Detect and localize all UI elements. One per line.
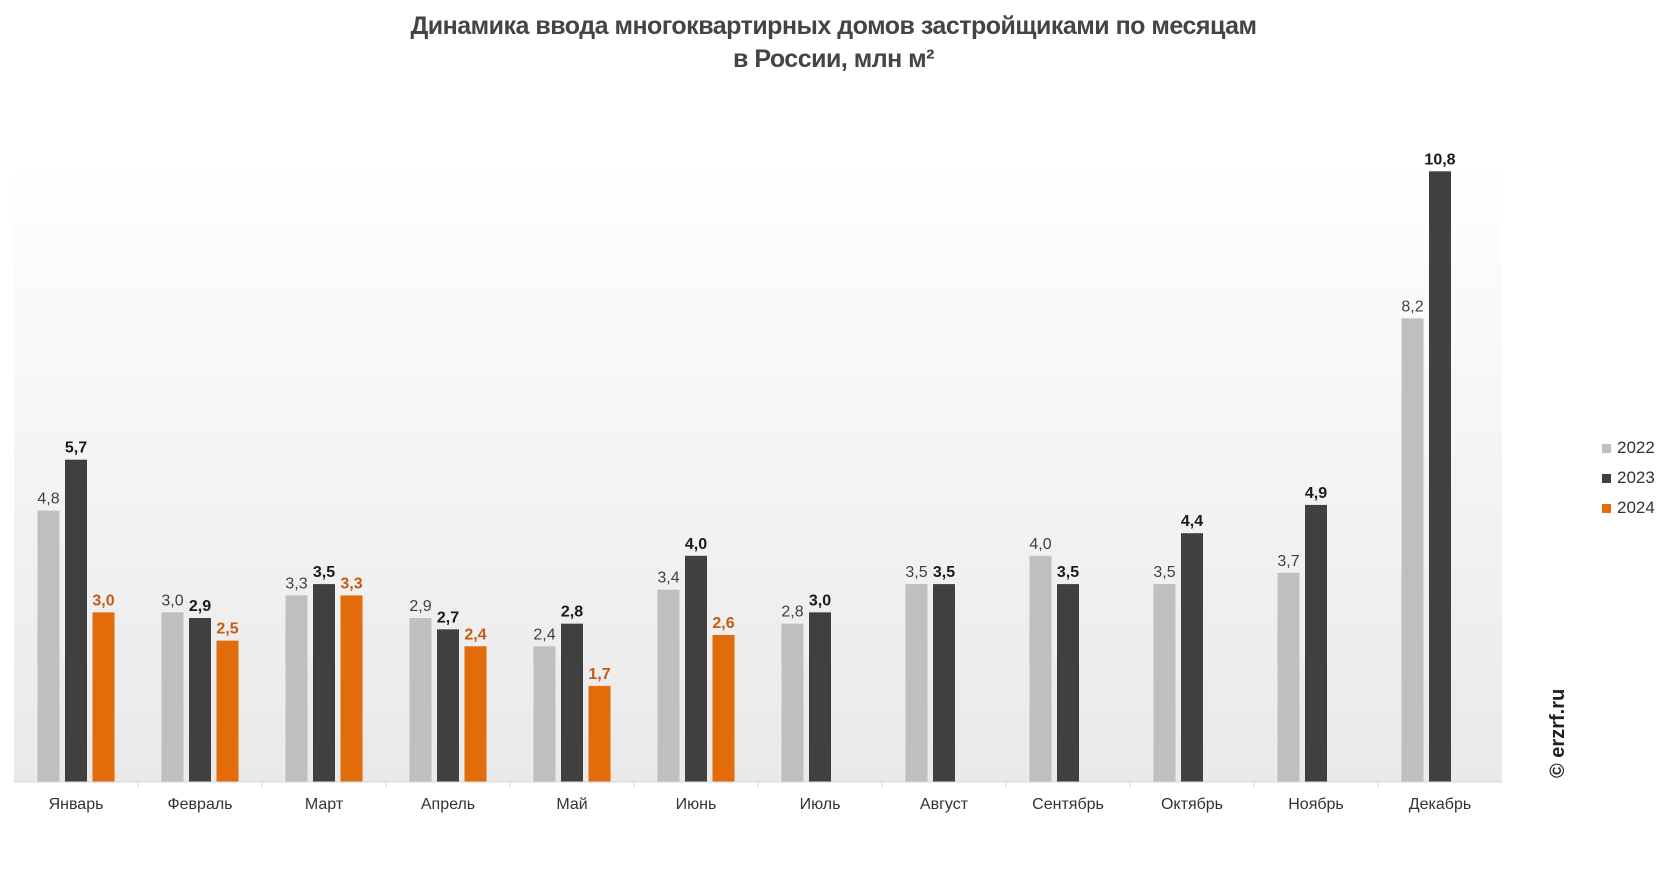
bar-2022-2 bbox=[161, 612, 184, 782]
bar-2023-8 bbox=[933, 584, 955, 782]
data-label-2022-8: 3,5 bbox=[905, 564, 927, 581]
x-tick-label-9: Сентябрь bbox=[1032, 796, 1104, 813]
data-label-2024-4: 2,4 bbox=[464, 626, 486, 643]
legend: 2022 2023 2024 bbox=[1602, 433, 1655, 523]
data-label-2023-3: 3,5 bbox=[313, 564, 335, 581]
bar-2023-2 bbox=[189, 618, 211, 782]
bar-2022-5 bbox=[533, 646, 556, 782]
bar-2023-6 bbox=[685, 555, 707, 782]
data-label-2023-12: 10,8 bbox=[1424, 151, 1455, 168]
data-label-2022-1: 4,8 bbox=[37, 491, 59, 508]
bar-2022-3 bbox=[285, 595, 308, 782]
plot-area bbox=[14, 160, 1502, 782]
data-label-2023-5: 2,8 bbox=[561, 604, 583, 621]
data-label-2022-7: 2,8 bbox=[781, 604, 803, 621]
x-tick-label-2: Февраль bbox=[167, 796, 232, 813]
legend-label-2023: 2023 bbox=[1617, 468, 1655, 487]
legend-swatch-2024 bbox=[1602, 503, 1611, 513]
data-label-2022-11: 3,7 bbox=[1277, 553, 1299, 570]
bar-2023-5 bbox=[561, 623, 583, 782]
legend-item-2024: 2024 bbox=[1602, 493, 1655, 523]
data-label-2022-6: 3,4 bbox=[657, 570, 679, 587]
bar-2022-10 bbox=[1153, 584, 1176, 782]
bar-2023-7 bbox=[809, 612, 831, 782]
data-label-2022-10: 3,5 bbox=[1153, 564, 1175, 581]
bar-2023-4 bbox=[437, 629, 459, 782]
watermark: © erzrf.ru bbox=[1547, 688, 1569, 778]
data-label-2024-6: 2,6 bbox=[712, 615, 734, 632]
legend-item-2022: 2022 bbox=[1602, 433, 1655, 463]
data-label-2024-3: 3,3 bbox=[340, 575, 362, 592]
bars-group bbox=[37, 171, 1451, 783]
bar-2024-4 bbox=[464, 646, 487, 782]
bar-2022-4 bbox=[409, 618, 432, 782]
data-label-2023-6: 4,0 bbox=[685, 536, 707, 553]
data-label-2023-4: 2,7 bbox=[437, 609, 459, 626]
x-tick-label-8: Август bbox=[920, 796, 969, 813]
data-label-2024-5: 1,7 bbox=[588, 666, 610, 683]
data-label-2022-4: 2,9 bbox=[409, 598, 431, 615]
x-ticks-group bbox=[137, 782, 1379, 788]
bar-2024-2 bbox=[216, 640, 239, 782]
bar-labels-group: 4,8 5,7 3,0 3,0 2,9 2,5 3,3 3,5 3,3 2,9 2,7 2,4 2,4 2… bbox=[37, 151, 1455, 683]
bar-2022-11 bbox=[1277, 572, 1300, 782]
x-tick-label-6: Июнь bbox=[676, 796, 717, 813]
x-tick-label-5: Май bbox=[556, 796, 587, 813]
data-label-2023-2: 2,9 bbox=[189, 598, 211, 615]
bar-2022-1 bbox=[37, 510, 60, 782]
bar-2023-10 bbox=[1181, 533, 1203, 782]
x-tick-label-1: Январь bbox=[49, 796, 104, 813]
bar-2022-7 bbox=[781, 623, 804, 782]
bar-2022-12 bbox=[1401, 318, 1424, 782]
x-tick-label-10: Октябрь bbox=[1161, 796, 1223, 813]
bar-2022-8 bbox=[905, 584, 928, 782]
bar-2022-9 bbox=[1029, 555, 1052, 782]
bar-2024-5 bbox=[588, 685, 611, 782]
bar-2022-6 bbox=[657, 589, 680, 782]
x-tick-label-4: Апрель bbox=[421, 796, 475, 813]
data-label-2022-3: 3,3 bbox=[285, 575, 307, 592]
data-label-2023-1: 5,7 bbox=[65, 440, 87, 457]
x-tick-label-12: Декабрь bbox=[1409, 796, 1471, 813]
data-label-2023-10: 4,4 bbox=[1181, 513, 1203, 530]
chart-title-line-1: Динамика ввода многоквартирных домов зас… bbox=[410, 12, 1257, 40]
data-label-2023-11: 4,9 bbox=[1305, 485, 1327, 502]
data-label-2024-2: 2,5 bbox=[216, 621, 238, 638]
data-label-2022-2: 3,0 bbox=[161, 592, 183, 609]
data-label-2022-9: 4,0 bbox=[1029, 536, 1051, 553]
data-label-2022-5: 2,4 bbox=[533, 626, 555, 643]
data-label-2023-9: 3,5 bbox=[1057, 564, 1079, 581]
legend-label-2022: 2022 bbox=[1617, 438, 1655, 457]
legend-swatch-2022 bbox=[1602, 443, 1611, 453]
data-label-2022-12: 8,2 bbox=[1401, 298, 1423, 315]
x-tick-label-7: Июль bbox=[800, 796, 841, 813]
chart-title: Динамика ввода многоквартирных домов зас… bbox=[0, 10, 1667, 76]
legend-item-2023: 2023 bbox=[1602, 463, 1655, 493]
bar-2024-3 bbox=[340, 595, 363, 782]
x-tick-label-3: Март bbox=[305, 796, 344, 813]
legend-swatch-2023 bbox=[1602, 473, 1611, 483]
data-label-2024-1: 3,0 bbox=[92, 592, 114, 609]
x-labels-group: Январь Февраль Март Апрель Май Июнь Июль Август… bbox=[49, 796, 1472, 813]
bar-2023-3 bbox=[313, 584, 335, 782]
bar-2024-6 bbox=[712, 634, 735, 782]
bar-2023-11 bbox=[1305, 504, 1327, 782]
data-label-2023-7: 3,0 bbox=[809, 592, 831, 609]
chart-title-line-2: в России, млн м² bbox=[733, 45, 934, 73]
bar-2023-1 bbox=[65, 459, 87, 782]
legend-label-2024: 2024 bbox=[1617, 498, 1655, 517]
bar-2023-12 bbox=[1429, 171, 1451, 783]
bar-2023-9 bbox=[1057, 584, 1079, 782]
data-label-2023-8: 3,5 bbox=[933, 564, 955, 581]
bar-2024-1 bbox=[92, 612, 115, 782]
x-tick-label-11: Ноябрь bbox=[1288, 796, 1344, 813]
